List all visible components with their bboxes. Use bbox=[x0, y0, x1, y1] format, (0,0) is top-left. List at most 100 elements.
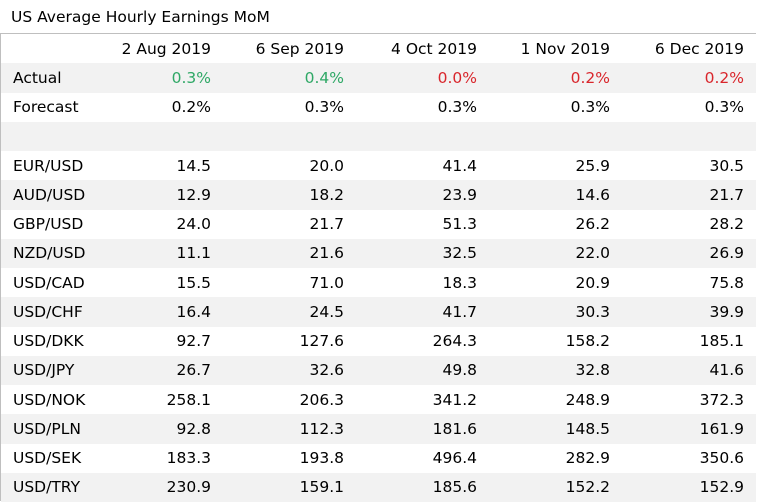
header-corner bbox=[1, 34, 90, 64]
forecast-value: 0.3% bbox=[622, 92, 756, 122]
pair-label: USD/SEK bbox=[1, 443, 90, 473]
forecast-row: Forecast 0.2% 0.3% 0.3% 0.3% 0.3% bbox=[1, 92, 756, 122]
pair-value: 71.0 bbox=[223, 268, 356, 298]
table-row: USD/NOK 258.1 206.3 341.2 248.9 372.3 bbox=[1, 385, 756, 415]
table-row: USD/CAD 15.5 71.0 18.3 20.9 75.8 bbox=[1, 268, 756, 298]
pair-value: 26.7 bbox=[90, 355, 223, 385]
pair-value: 23.9 bbox=[356, 180, 489, 210]
pair-value: 181.6 bbox=[356, 414, 489, 444]
row-label: Actual bbox=[1, 63, 90, 93]
pair-value: 127.6 bbox=[223, 326, 356, 356]
pair-value: 18.2 bbox=[223, 180, 356, 210]
pair-value: 258.1 bbox=[90, 385, 223, 415]
table-row: USD/JPY 26.7 32.6 49.8 32.8 41.6 bbox=[1, 355, 756, 385]
pair-value: 15.5 bbox=[90, 268, 223, 298]
pair-value: 92.8 bbox=[90, 414, 223, 444]
pair-value: 161.9 bbox=[622, 414, 756, 444]
pair-value: 41.6 bbox=[622, 355, 756, 385]
pair-label: EUR/USD bbox=[1, 151, 90, 181]
pair-value: 496.4 bbox=[356, 443, 489, 473]
pair-value: 183.3 bbox=[90, 443, 223, 473]
pair-label: USD/PLN bbox=[1, 414, 90, 444]
pair-label: USD/NOK bbox=[1, 385, 90, 415]
column-header: 1 Nov 2019 bbox=[489, 34, 622, 64]
pair-value: 193.8 bbox=[223, 443, 356, 473]
pair-value: 112.3 bbox=[223, 414, 356, 444]
actual-value: 0.3% bbox=[90, 63, 223, 93]
column-header: 6 Dec 2019 bbox=[622, 34, 756, 64]
spacer-row bbox=[1, 121, 756, 151]
pair-value: 32.5 bbox=[356, 238, 489, 268]
pair-value: 30.3 bbox=[489, 297, 622, 327]
pair-value: 11.1 bbox=[90, 238, 223, 268]
table-row: USD/PLN 92.8 112.3 181.6 148.5 161.9 bbox=[1, 414, 756, 444]
pair-value: 21.6 bbox=[223, 238, 356, 268]
header-row: 2 Aug 2019 6 Sep 2019 4 Oct 2019 1 Nov 2… bbox=[1, 34, 756, 64]
pair-value: 49.8 bbox=[356, 355, 489, 385]
earnings-table: 2 Aug 2019 6 Sep 2019 4 Oct 2019 1 Nov 2… bbox=[1, 34, 756, 502]
pair-value: 282.9 bbox=[489, 443, 622, 473]
pair-value: 51.3 bbox=[356, 209, 489, 239]
pair-value: 185.6 bbox=[356, 472, 489, 502]
pair-value: 30.5 bbox=[622, 151, 756, 181]
pair-value: 21.7 bbox=[223, 209, 356, 239]
pair-value: 21.7 bbox=[622, 180, 756, 210]
pair-label: USD/JPY bbox=[1, 355, 90, 385]
pair-value: 341.2 bbox=[356, 385, 489, 415]
pair-value: 159.1 bbox=[223, 472, 356, 502]
pair-label: USD/TRY bbox=[1, 472, 90, 502]
forecast-value: 0.2% bbox=[90, 92, 223, 122]
pair-value: 41.7 bbox=[356, 297, 489, 327]
table-row: GBP/USD 24.0 21.7 51.3 26.2 28.2 bbox=[1, 209, 756, 239]
pair-label: AUD/USD bbox=[1, 180, 90, 210]
pair-value: 24.5 bbox=[223, 297, 356, 327]
actual-value: 0.2% bbox=[622, 63, 756, 93]
pair-value: 28.2 bbox=[622, 209, 756, 239]
row-label: Forecast bbox=[1, 92, 90, 122]
pair-value: 12.9 bbox=[90, 180, 223, 210]
column-header: 2 Aug 2019 bbox=[90, 34, 223, 64]
table-row: EUR/USD 14.5 20.0 41.4 25.9 30.5 bbox=[1, 151, 756, 181]
forecast-value: 0.3% bbox=[223, 92, 356, 122]
actual-value: 0.2% bbox=[489, 63, 622, 93]
pair-value: 41.4 bbox=[356, 151, 489, 181]
pair-value: 14.6 bbox=[489, 180, 622, 210]
pair-value: 16.4 bbox=[90, 297, 223, 327]
pair-value: 20.0 bbox=[223, 151, 356, 181]
page-title: US Average Hourly Earnings MoM bbox=[11, 8, 270, 26]
pair-value: 372.3 bbox=[622, 385, 756, 415]
pair-value: 75.8 bbox=[622, 268, 756, 298]
pair-value: 26.9 bbox=[622, 238, 756, 268]
pair-value: 264.3 bbox=[356, 326, 489, 356]
pair-value: 185.1 bbox=[622, 326, 756, 356]
pair-value: 230.9 bbox=[90, 472, 223, 502]
forecast-value: 0.3% bbox=[356, 92, 489, 122]
pair-label: USD/DKK bbox=[1, 326, 90, 356]
pair-value: 206.3 bbox=[223, 385, 356, 415]
pair-value: 26.2 bbox=[489, 209, 622, 239]
table-row: USD/TRY 230.9 159.1 185.6 152.2 152.9 bbox=[1, 472, 756, 502]
table-row: USD/CHF 16.4 24.5 41.7 30.3 39.9 bbox=[1, 297, 756, 327]
pair-value: 152.2 bbox=[489, 472, 622, 502]
table-row: NZD/USD 11.1 21.6 32.5 22.0 26.9 bbox=[1, 238, 756, 268]
pair-value: 350.6 bbox=[622, 443, 756, 473]
pair-value: 24.0 bbox=[90, 209, 223, 239]
table-row: USD/SEK 183.3 193.8 496.4 282.9 350.6 bbox=[1, 443, 756, 473]
pair-value: 20.9 bbox=[489, 268, 622, 298]
pair-value: 32.6 bbox=[223, 355, 356, 385]
pair-value: 32.8 bbox=[489, 355, 622, 385]
forecast-value: 0.3% bbox=[489, 92, 622, 122]
pair-label: NZD/USD bbox=[1, 238, 90, 268]
pair-value: 22.0 bbox=[489, 238, 622, 268]
pair-value: 92.7 bbox=[90, 326, 223, 356]
pair-label: USD/CAD bbox=[1, 268, 90, 298]
actual-value: 0.0% bbox=[356, 63, 489, 93]
pair-value: 25.9 bbox=[489, 151, 622, 181]
pair-value: 14.5 bbox=[90, 151, 223, 181]
pair-label: GBP/USD bbox=[1, 209, 90, 239]
pair-value: 152.9 bbox=[622, 472, 756, 502]
pair-value: 248.9 bbox=[489, 385, 622, 415]
pair-label: USD/CHF bbox=[1, 297, 90, 327]
table-row: AUD/USD 12.9 18.2 23.9 14.6 21.7 bbox=[1, 180, 756, 210]
column-header: 4 Oct 2019 bbox=[356, 34, 489, 64]
